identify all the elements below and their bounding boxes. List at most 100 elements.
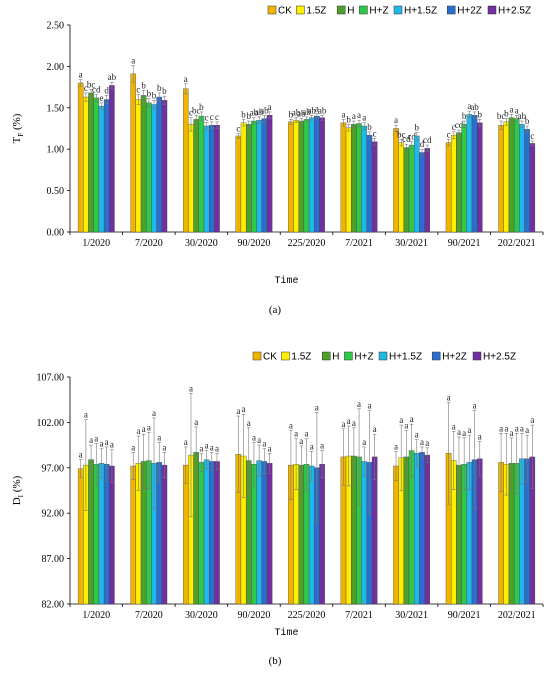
significance-label: a bbox=[457, 427, 461, 437]
x-tick-label: 30/2021 bbox=[395, 610, 428, 621]
legend-label: H+2.5Z bbox=[483, 352, 516, 363]
significance-label: a bbox=[357, 110, 361, 120]
legend-swatch bbox=[487, 5, 497, 15]
panel-label: (b) bbox=[269, 655, 282, 667]
legend-swatch bbox=[378, 351, 388, 361]
significance-label: ab bbox=[260, 105, 269, 115]
bar bbox=[251, 120, 257, 233]
significance-label: a bbox=[131, 442, 135, 452]
legend-item-1-5z: 1.5Z bbox=[296, 6, 326, 17]
significance-label: cd bbox=[423, 135, 432, 145]
bar bbox=[261, 461, 268, 605]
legend-swatch bbox=[336, 5, 346, 15]
x-tick-label: 90/2020 bbox=[238, 238, 271, 249]
y-axis-label-main: D bbox=[11, 497, 23, 505]
bar bbox=[308, 465, 315, 605]
significance-label: a bbox=[530, 415, 534, 425]
significance-label: a bbox=[315, 402, 319, 412]
bar bbox=[424, 148, 430, 233]
bar bbox=[513, 118, 520, 233]
significance-label: a bbox=[357, 399, 361, 409]
significance-label: a bbox=[410, 414, 414, 424]
legend-label: H+Z bbox=[354, 352, 373, 363]
bar bbox=[508, 117, 515, 233]
significance-label: a bbox=[110, 440, 114, 450]
bar bbox=[419, 452, 425, 605]
x-tick-label: 30/2021 bbox=[395, 238, 428, 249]
bar bbox=[403, 147, 410, 233]
significance-label: ab bbox=[297, 109, 306, 119]
significance-label: ab bbox=[292, 108, 301, 118]
legend-swatch bbox=[359, 5, 368, 15]
legend-label: H bbox=[332, 352, 339, 363]
significance-label: a bbox=[352, 111, 356, 121]
significance-label: a bbox=[415, 430, 419, 440]
significance-label: a bbox=[447, 392, 451, 402]
significance-label: a bbox=[152, 408, 156, 418]
x-tick-label: 90/2021 bbox=[448, 610, 481, 621]
bar bbox=[319, 117, 325, 233]
x-tick-label: 1/2020 bbox=[82, 610, 110, 621]
significance-label: a bbox=[247, 418, 251, 428]
x-tick-label: 7/2020 bbox=[135, 610, 163, 621]
significance-label: cd bbox=[455, 120, 464, 130]
significance-label: a bbox=[452, 421, 456, 431]
bar bbox=[424, 454, 430, 605]
legend-swatch bbox=[252, 351, 262, 361]
significance-label: b bbox=[152, 90, 157, 100]
significance-label: cd bbox=[92, 85, 101, 95]
x-tick-label: 30/2020 bbox=[185, 610, 218, 621]
significance-label: a bbox=[299, 436, 303, 446]
y-tick-label: 87.00 bbox=[42, 554, 65, 565]
significance-label: a bbox=[315, 104, 319, 114]
bar bbox=[498, 125, 504, 233]
bar bbox=[209, 461, 215, 605]
significance-label: a bbox=[394, 441, 398, 451]
significance-label: a bbox=[467, 425, 471, 435]
significance-label: ab bbox=[307, 105, 316, 115]
x-tick-label: 202/2021 bbox=[498, 610, 536, 621]
significance-label: cd bbox=[402, 134, 411, 144]
legend-item-h-2-5z: H+2.5Z bbox=[472, 352, 516, 363]
bar bbox=[161, 464, 168, 605]
legend-label: H bbox=[347, 6, 354, 17]
legend-item-1-5z: 1.5Z bbox=[281, 352, 311, 363]
legend-item-ck: CK bbox=[267, 6, 292, 17]
legend-item-h: H bbox=[321, 352, 339, 363]
legend-swatch bbox=[431, 351, 441, 361]
significance-label: b bbox=[289, 109, 294, 119]
bar bbox=[319, 463, 325, 605]
legend: CK 1.5Z H H+Z H+1.5Z H+2Z H+2.5Z bbox=[252, 351, 516, 363]
significance-label: c bbox=[215, 112, 219, 122]
significance-label: a bbox=[79, 70, 83, 80]
bar bbox=[408, 144, 415, 233]
significance-label: a bbox=[289, 421, 293, 431]
significance-label: e bbox=[99, 93, 103, 103]
bar bbox=[193, 119, 199, 233]
significance-label: b bbox=[504, 109, 509, 119]
legend-label: H+2Z bbox=[442, 352, 467, 363]
y-tick-label: 0.00 bbox=[47, 228, 65, 239]
legend-swatch bbox=[344, 351, 353, 361]
significance-label: c bbox=[205, 113, 209, 123]
y-tick-label: 92.00 bbox=[42, 509, 65, 520]
bar bbox=[103, 463, 110, 605]
significance-label: b bbox=[246, 111, 251, 121]
significance-label: b bbox=[157, 83, 162, 93]
significance-label: c bbox=[373, 128, 377, 138]
bar bbox=[77, 468, 84, 605]
significance-label: a bbox=[136, 426, 140, 436]
significance-label: a bbox=[142, 424, 146, 434]
significance-label: a bbox=[420, 437, 424, 447]
y-axis-label: TF (%) bbox=[11, 113, 25, 143]
significance-label: a bbox=[131, 56, 135, 66]
significance-label: a bbox=[257, 435, 261, 445]
significance-label: a bbox=[347, 416, 351, 426]
bar bbox=[93, 97, 100, 233]
bar bbox=[314, 115, 320, 233]
significance-label: a bbox=[510, 428, 514, 438]
bar bbox=[203, 459, 210, 605]
legend-item-ck: CK bbox=[252, 351, 277, 363]
y-tick-label: 1.00 bbox=[47, 145, 65, 156]
